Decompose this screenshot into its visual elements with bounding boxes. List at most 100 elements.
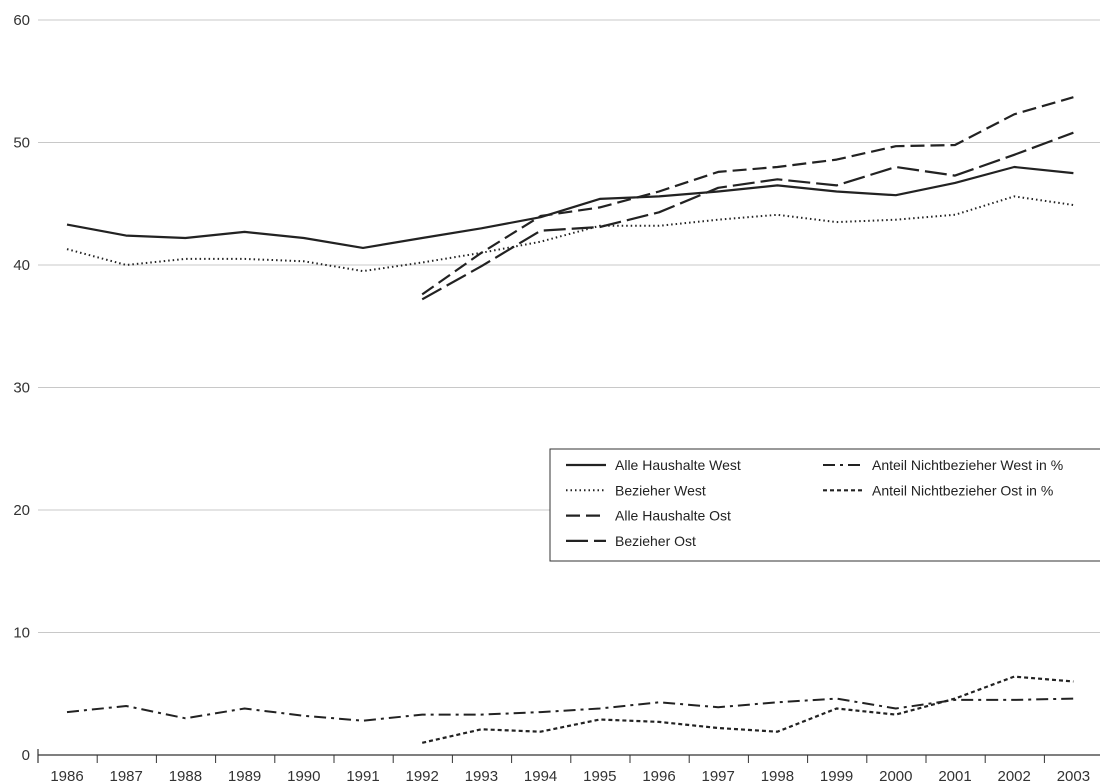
- legend-label-4: Anteil Nichtbezieher West in %: [872, 457, 1063, 473]
- gridlines: [38, 19, 1100, 633]
- data-point-s5-1994: [538, 730, 542, 734]
- x-tick-label-1987: 1987: [110, 768, 143, 783]
- data-point-s2-1998: [775, 165, 779, 169]
- data-point-s2-1993: [479, 251, 483, 255]
- data-point-s2-2002: [1012, 112, 1016, 116]
- data-point-s3-2003: [1071, 131, 1075, 135]
- y-tick-label-40: 40: [13, 257, 30, 274]
- data-point-s5-1998: [775, 730, 779, 734]
- x-tick-label-1992: 1992: [406, 768, 439, 783]
- data-point-s1-1988: [183, 257, 187, 261]
- data-point-s4-2002: [1012, 698, 1016, 702]
- data-point-s0-2001: [953, 181, 957, 185]
- data-point-s0-1996: [657, 194, 661, 198]
- y-tick-label-0: 0: [22, 747, 30, 764]
- x-tick-label-1998: 1998: [761, 768, 794, 783]
- data-point-s1-1990: [302, 259, 306, 263]
- data-point-s0-1992: [420, 236, 424, 240]
- data-point-s5-2002: [1012, 674, 1016, 678]
- x-tick-label-1997: 1997: [702, 768, 735, 783]
- data-point-s4-1999: [834, 696, 838, 700]
- data-point-s5-2000: [894, 712, 898, 716]
- data-point-s1-1989: [242, 257, 246, 261]
- series-line-0: [66, 165, 1074, 249]
- legend-box: [549, 448, 1100, 562]
- data-point-s0-2000: [894, 193, 898, 197]
- data-point-s1-2003: [1071, 203, 1075, 207]
- data-point-s3-2002: [1012, 153, 1016, 157]
- data-point-s2-1992: [420, 292, 424, 296]
- data-point-s4-1988: [183, 716, 187, 720]
- data-point-s1-1994: [538, 240, 542, 244]
- data-point-s1-1992: [420, 260, 424, 264]
- x-tick-label-2003: 2003: [1057, 768, 1090, 783]
- data-point-s0-1993: [479, 226, 483, 230]
- data-point-s5-1997: [716, 726, 720, 730]
- data-point-s2-1994: [538, 214, 542, 218]
- data-point-s1-2002: [1012, 194, 1016, 198]
- data-point-s1-1996: [657, 224, 661, 228]
- x-tick-label-1993: 1993: [465, 768, 498, 783]
- data-point-s0-1990: [302, 236, 306, 240]
- data-point-s2-2000: [894, 144, 898, 148]
- series-line-5: [421, 675, 1074, 744]
- data-point-s0-1986: [65, 222, 69, 226]
- x-tick-label-2000: 2000: [879, 768, 912, 783]
- data-point-s1-2001: [953, 213, 957, 217]
- data-point-s0-1987: [124, 233, 128, 237]
- data-point-s3-1999: [834, 183, 838, 187]
- data-point-s3-1998: [775, 177, 779, 181]
- data-point-s5-1992: [420, 741, 424, 745]
- data-point-s0-1999: [834, 189, 838, 193]
- data-point-s4-1998: [775, 700, 779, 704]
- data-point-s5-1995: [598, 717, 602, 721]
- data-point-s3-1995: [598, 225, 602, 229]
- data-point-s0-1995: [598, 197, 602, 201]
- data-point-s2-2001: [953, 143, 957, 147]
- data-point-s0-1989: [242, 230, 246, 234]
- x-tick-label-1990: 1990: [287, 768, 320, 783]
- data-point-s4-1996: [657, 700, 661, 704]
- legend-label-3: Bezieher Ost: [615, 533, 696, 549]
- x-tick-label-1996: 1996: [642, 768, 675, 783]
- data-point-s4-1994: [538, 710, 542, 714]
- data-point-s4-1986: [65, 710, 69, 714]
- data-point-s3-2001: [953, 173, 957, 177]
- data-point-s1-2000: [894, 217, 898, 221]
- data-point-s3-2000: [894, 165, 898, 169]
- legend: Alle Haushalte West Bezieher West Alle Hau…: [549, 448, 1100, 562]
- data-point-s4-1987: [124, 704, 128, 708]
- data-point-s0-2003: [1071, 171, 1075, 175]
- axes: 0 10 20 30 40 50 60 1986 1987 1988 1989 1990 1991 199…: [13, 12, 1100, 783]
- data-point-s1-1998: [775, 213, 779, 217]
- series-line-1: [66, 195, 1074, 273]
- data-point-s1-1999: [834, 220, 838, 224]
- data-point-s5-2001: [953, 696, 957, 700]
- x-tick-label-1994: 1994: [524, 768, 557, 783]
- data-point-s4-1991: [361, 719, 365, 723]
- data-point-s4-1997: [716, 705, 720, 709]
- data-point-s3-1993: [479, 264, 483, 268]
- data-point-s0-2002: [1012, 165, 1016, 169]
- data-point-s0-1998: [775, 183, 779, 187]
- data-point-s3-1997: [716, 186, 720, 190]
- legend-label-0: Alle Haushalte West: [615, 457, 741, 473]
- data-point-s0-1991: [361, 246, 365, 250]
- data-point-s5-1999: [834, 706, 838, 710]
- data-point-s5-1996: [657, 720, 661, 724]
- data-point-s3-1994: [538, 229, 542, 233]
- data-point-s3-1996: [657, 210, 661, 214]
- x-tick-label-1991: 1991: [346, 768, 379, 783]
- x-tick-label-2001: 2001: [938, 768, 971, 783]
- data-point-s4-1992: [420, 712, 424, 716]
- data-point-s2-1995: [598, 205, 602, 209]
- data-point-s1-1991: [361, 269, 365, 273]
- x-tick-label-1988: 1988: [169, 768, 202, 783]
- data-point-s4-1990: [302, 714, 306, 718]
- data-point-s2-1999: [834, 157, 838, 161]
- y-tick-label-60: 60: [13, 12, 30, 29]
- data-point-s4-2000: [894, 706, 898, 710]
- data-point-s1-1987: [124, 263, 128, 267]
- data-point-s2-2003: [1071, 95, 1075, 99]
